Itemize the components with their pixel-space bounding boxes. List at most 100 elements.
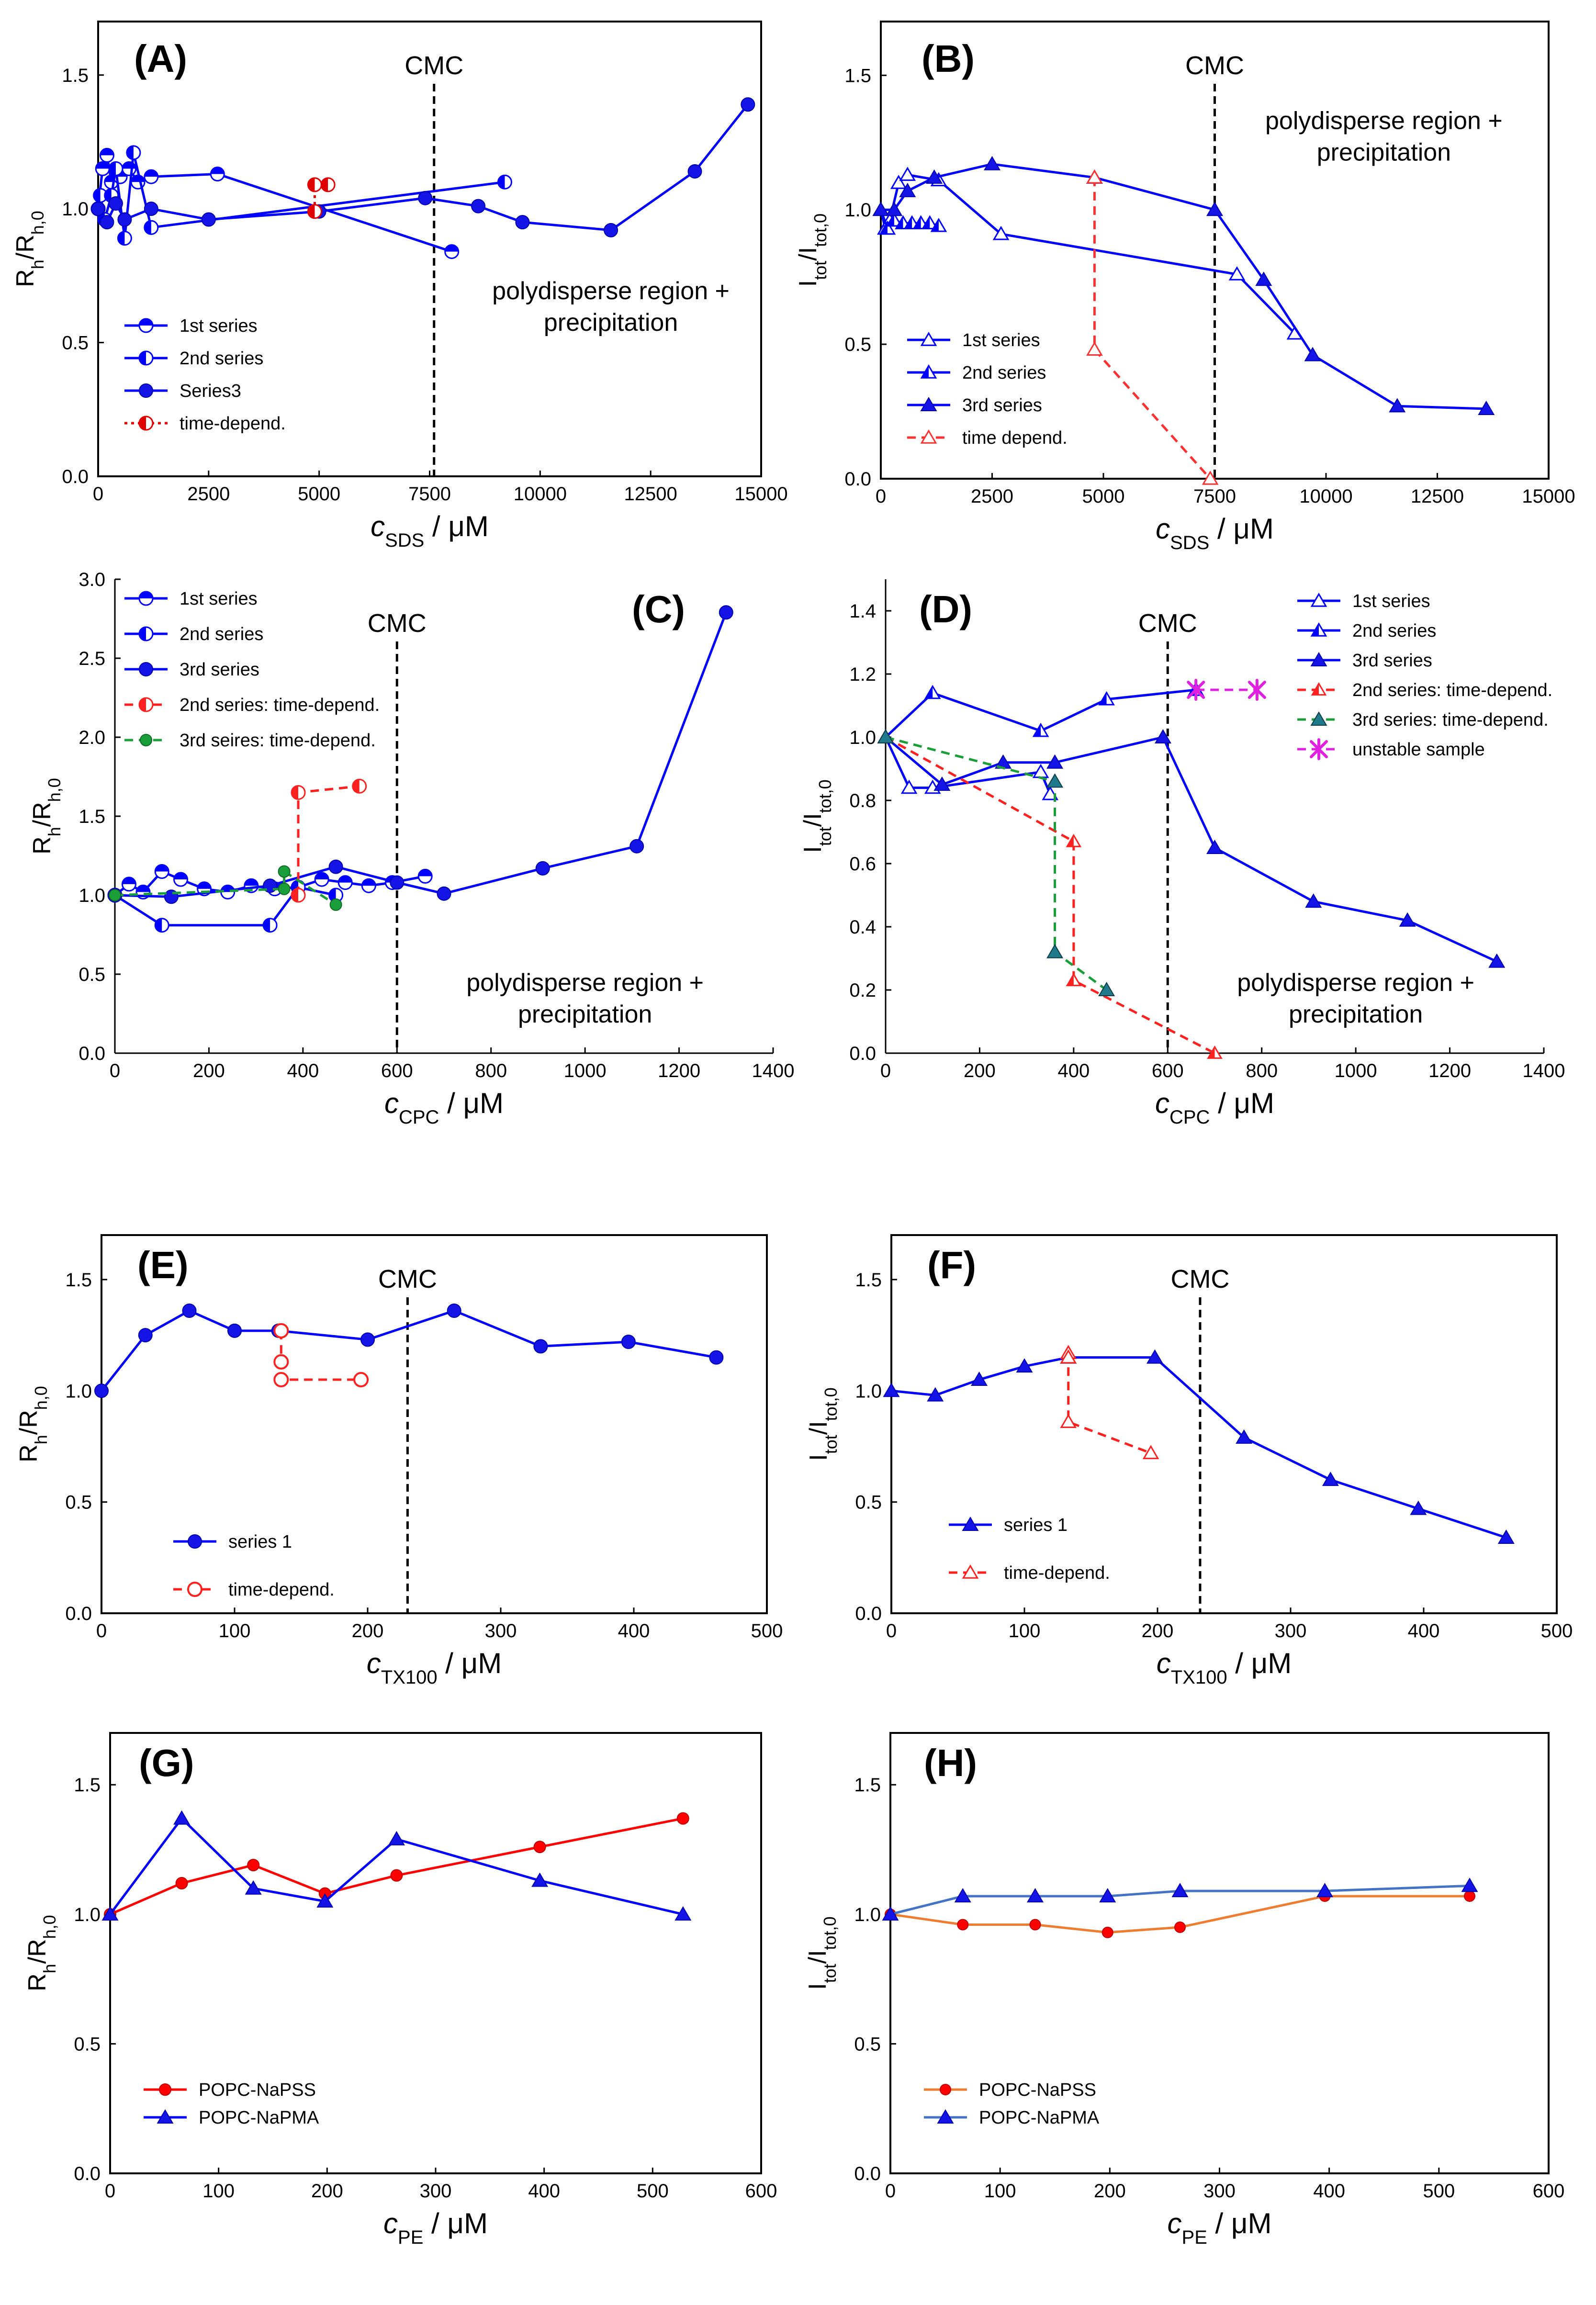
panel-C: 0 200 400 600 800 1000 1200 1400 0.0 0.5 1.0 1.5 2.0…: [28, 569, 794, 1128]
legend-item: 2nd series: [124, 624, 263, 644]
x-tick-label: 1000: [564, 1060, 607, 1081]
data-point: [329, 898, 342, 911]
marker-fill: [1099, 692, 1107, 705]
ylabel-sub: tot,0: [810, 214, 830, 247]
x-tick-label: 5000: [298, 483, 340, 505]
data-point: [883, 1383, 900, 1397]
data-point: [182, 1304, 197, 1318]
data-point: [515, 215, 530, 230]
ylabel-sub: h,0: [31, 1386, 51, 1410]
y-tick-label: 0.0: [855, 1603, 882, 1624]
data-point: [1187, 679, 1205, 701]
legend-item: time-depend.: [173, 1580, 335, 1600]
x-axis-label: cTX100 / μM: [367, 1647, 502, 1688]
marker-fill: [155, 918, 162, 932]
series-popc-napma: [101, 1810, 692, 1921]
x-tick-label: 400: [287, 1060, 319, 1081]
ylabel-mid: /I: [794, 247, 822, 261]
y-tick-label: 1.5: [79, 806, 105, 827]
legend-item: 1st series: [124, 589, 258, 609]
ylabel-mid: /I: [804, 1950, 832, 1964]
panel-label: (F): [927, 1244, 976, 1286]
data-point: [117, 231, 132, 246]
xlabel-unit: / μM: [1210, 1087, 1274, 1119]
data-point: [1032, 722, 1049, 737]
xlabel-main: c: [1155, 1087, 1169, 1119]
data-point: [1046, 944, 1064, 958]
data-point: [877, 729, 894, 743]
legend-item: series 1: [173, 1532, 292, 1552]
x-tick-label: 100: [219, 1620, 251, 1642]
data-point: [1086, 341, 1103, 356]
data-point: [1304, 347, 1321, 361]
marker-fill: [96, 162, 110, 169]
annotation-text: polydisperse region +: [1265, 107, 1503, 135]
ylabel-sub: h: [40, 1964, 59, 1973]
legend-label: 2nd series: time-depend.: [180, 695, 380, 715]
xlabel-sub: TX100: [1171, 1667, 1227, 1688]
x-tick-label: 0: [96, 1620, 107, 1642]
x-tick-label: 500: [1541, 1620, 1573, 1642]
xlabel-sub: SDS: [1170, 532, 1209, 553]
marker-fill: [139, 627, 146, 641]
legend-item: 2nd series: [907, 363, 1046, 383]
legend-item: Series3: [124, 381, 241, 401]
xlabel-unit: / μM: [438, 1647, 502, 1679]
legend-marker: [140, 734, 152, 746]
x-tick-label: 12500: [1411, 486, 1464, 507]
x-tick-label: 0: [105, 2181, 115, 2202]
x-tick-label: 2500: [187, 483, 230, 505]
ylabel-main: I: [804, 1983, 832, 1990]
x-tick-label: 200: [193, 1060, 225, 1081]
data-point: [1322, 1472, 1339, 1486]
data-point: [1154, 729, 1171, 743]
marker-fill: [139, 592, 153, 598]
annotation-text: precipitation: [518, 1001, 652, 1028]
ylabel-mid: /R: [11, 235, 39, 259]
series-3rd-series: [877, 729, 1506, 968]
ylabel-main: I: [794, 280, 822, 287]
legend-marker: [920, 332, 937, 346]
legend: POPC-NaPSS POPC-NaPMA: [144, 2080, 319, 2128]
legend: 1st series 2nd series 3rd series 2nd series…: [124, 589, 380, 751]
marker-fill: [104, 189, 112, 202]
legend-label: 3rd series: time-depend.: [1352, 710, 1549, 730]
ylabel-mid: /R: [23, 1939, 51, 1964]
ylabel-mid: /I: [799, 813, 827, 827]
y-tick-label: 0.5: [854, 2034, 881, 2055]
y-tick-label: 0.2: [849, 980, 876, 1001]
data-point: [1099, 1888, 1116, 1902]
data-point: [1098, 691, 1115, 706]
x-tick-label: 300: [1203, 2181, 1236, 2202]
legend-label: time-depend.: [228, 1580, 335, 1600]
series-line: [879, 173, 1296, 335]
data-point: [1066, 973, 1082, 987]
data-point: [108, 161, 124, 176]
legend-marker: [1310, 622, 1327, 637]
series-line: [280, 1330, 361, 1381]
cmc-label: CMC: [1170, 1265, 1229, 1293]
xlabel-unit: / μM: [1207, 2207, 1272, 2239]
x-tick-label: 800: [475, 1060, 507, 1081]
x-tick-label: 1200: [1428, 1060, 1471, 1081]
y-tick-label: 0.5: [62, 333, 89, 354]
y-axis-label: Rh/Rh,0: [11, 211, 47, 287]
data-point: [291, 888, 306, 903]
data-point: [1016, 1358, 1033, 1373]
legend-label: 1st series: [180, 589, 258, 609]
legend-item: 3rd series: [907, 395, 1042, 416]
marker-fill: [1208, 1047, 1215, 1058]
data-point: [1101, 1926, 1113, 1938]
data-point: [629, 839, 644, 854]
plot-frame: [109, 1732, 762, 2174]
legend-item: series 1: [949, 1515, 1068, 1535]
xlabel-sub: CPC: [399, 1107, 439, 1128]
data-point: [108, 196, 123, 211]
legend-marker: [138, 416, 154, 431]
x-tick-label: 0: [880, 1060, 891, 1081]
data-point: [154, 864, 169, 879]
data-point: [154, 918, 169, 933]
x-tick-label: 1000: [1335, 1060, 1377, 1081]
data-point: [1060, 1414, 1077, 1428]
y-tick-label: 0.0: [849, 1043, 876, 1064]
